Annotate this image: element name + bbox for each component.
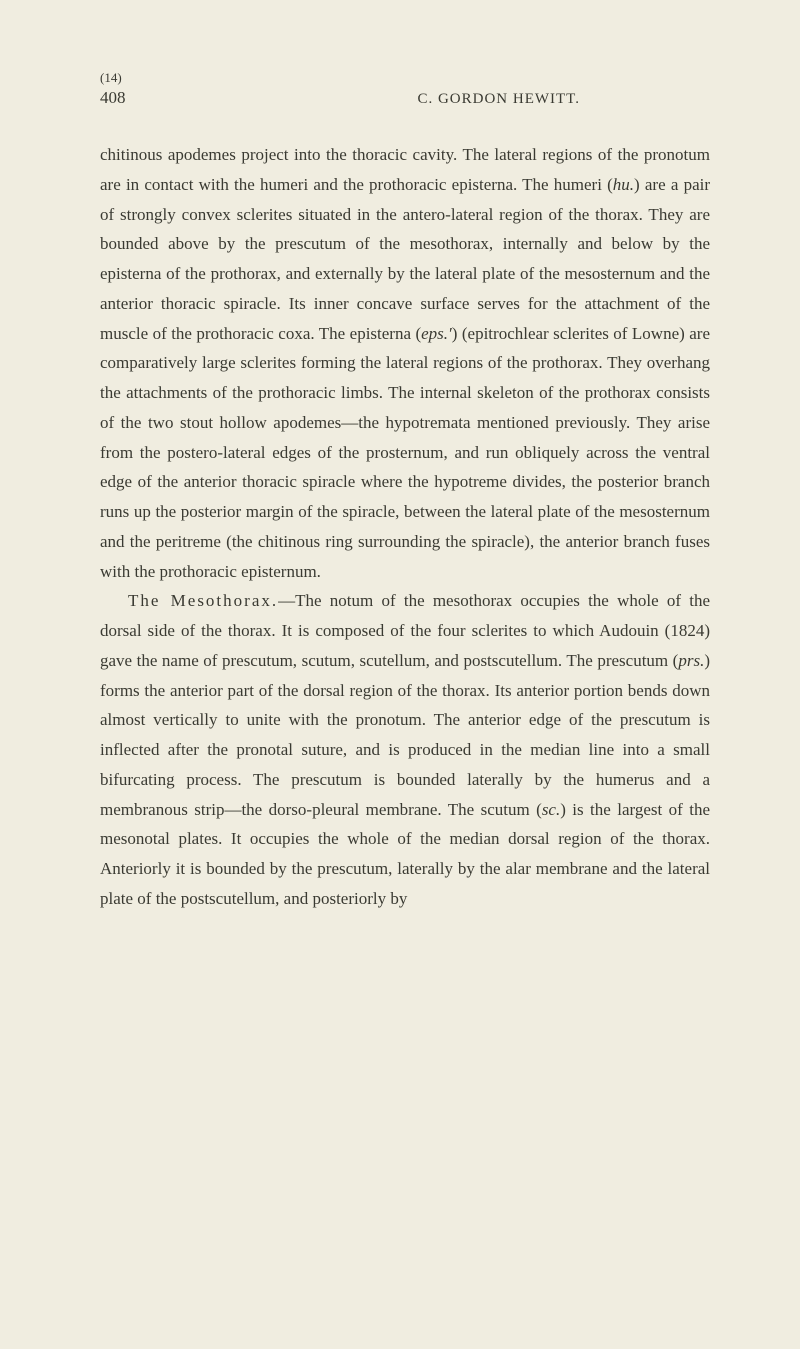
p2-italic2: sc. <box>542 800 560 819</box>
p1-italic1: hu. <box>613 175 634 194</box>
page-number: 408 <box>100 88 126 108</box>
author-name: C. GORDON HEWITT. <box>417 91 580 108</box>
paragraph-1: chitinous apodemes project into the thor… <box>100 140 710 586</box>
page-header: (14) 408 C. GORDON HEWITT. <box>100 70 710 108</box>
header-line: 408 C. GORDON HEWITT. <box>100 88 710 108</box>
p1-text2: ) are a pair of strongly convex sclerite… <box>100 175 710 343</box>
p2-text2: ) forms the anterior part of the dorsal … <box>100 651 710 819</box>
p1-italic2: eps.′ <box>421 324 452 343</box>
p2-italic1: prs. <box>678 651 704 670</box>
page-marker: (14) <box>100 70 710 86</box>
p2-spaced1: The Mesothorax. <box>128 591 278 610</box>
p1-text3: ) (epitrochlear sclerites of Lowne) are … <box>100 324 710 581</box>
paragraph-2: The Mesothorax.—The notum of the mesotho… <box>100 586 710 913</box>
